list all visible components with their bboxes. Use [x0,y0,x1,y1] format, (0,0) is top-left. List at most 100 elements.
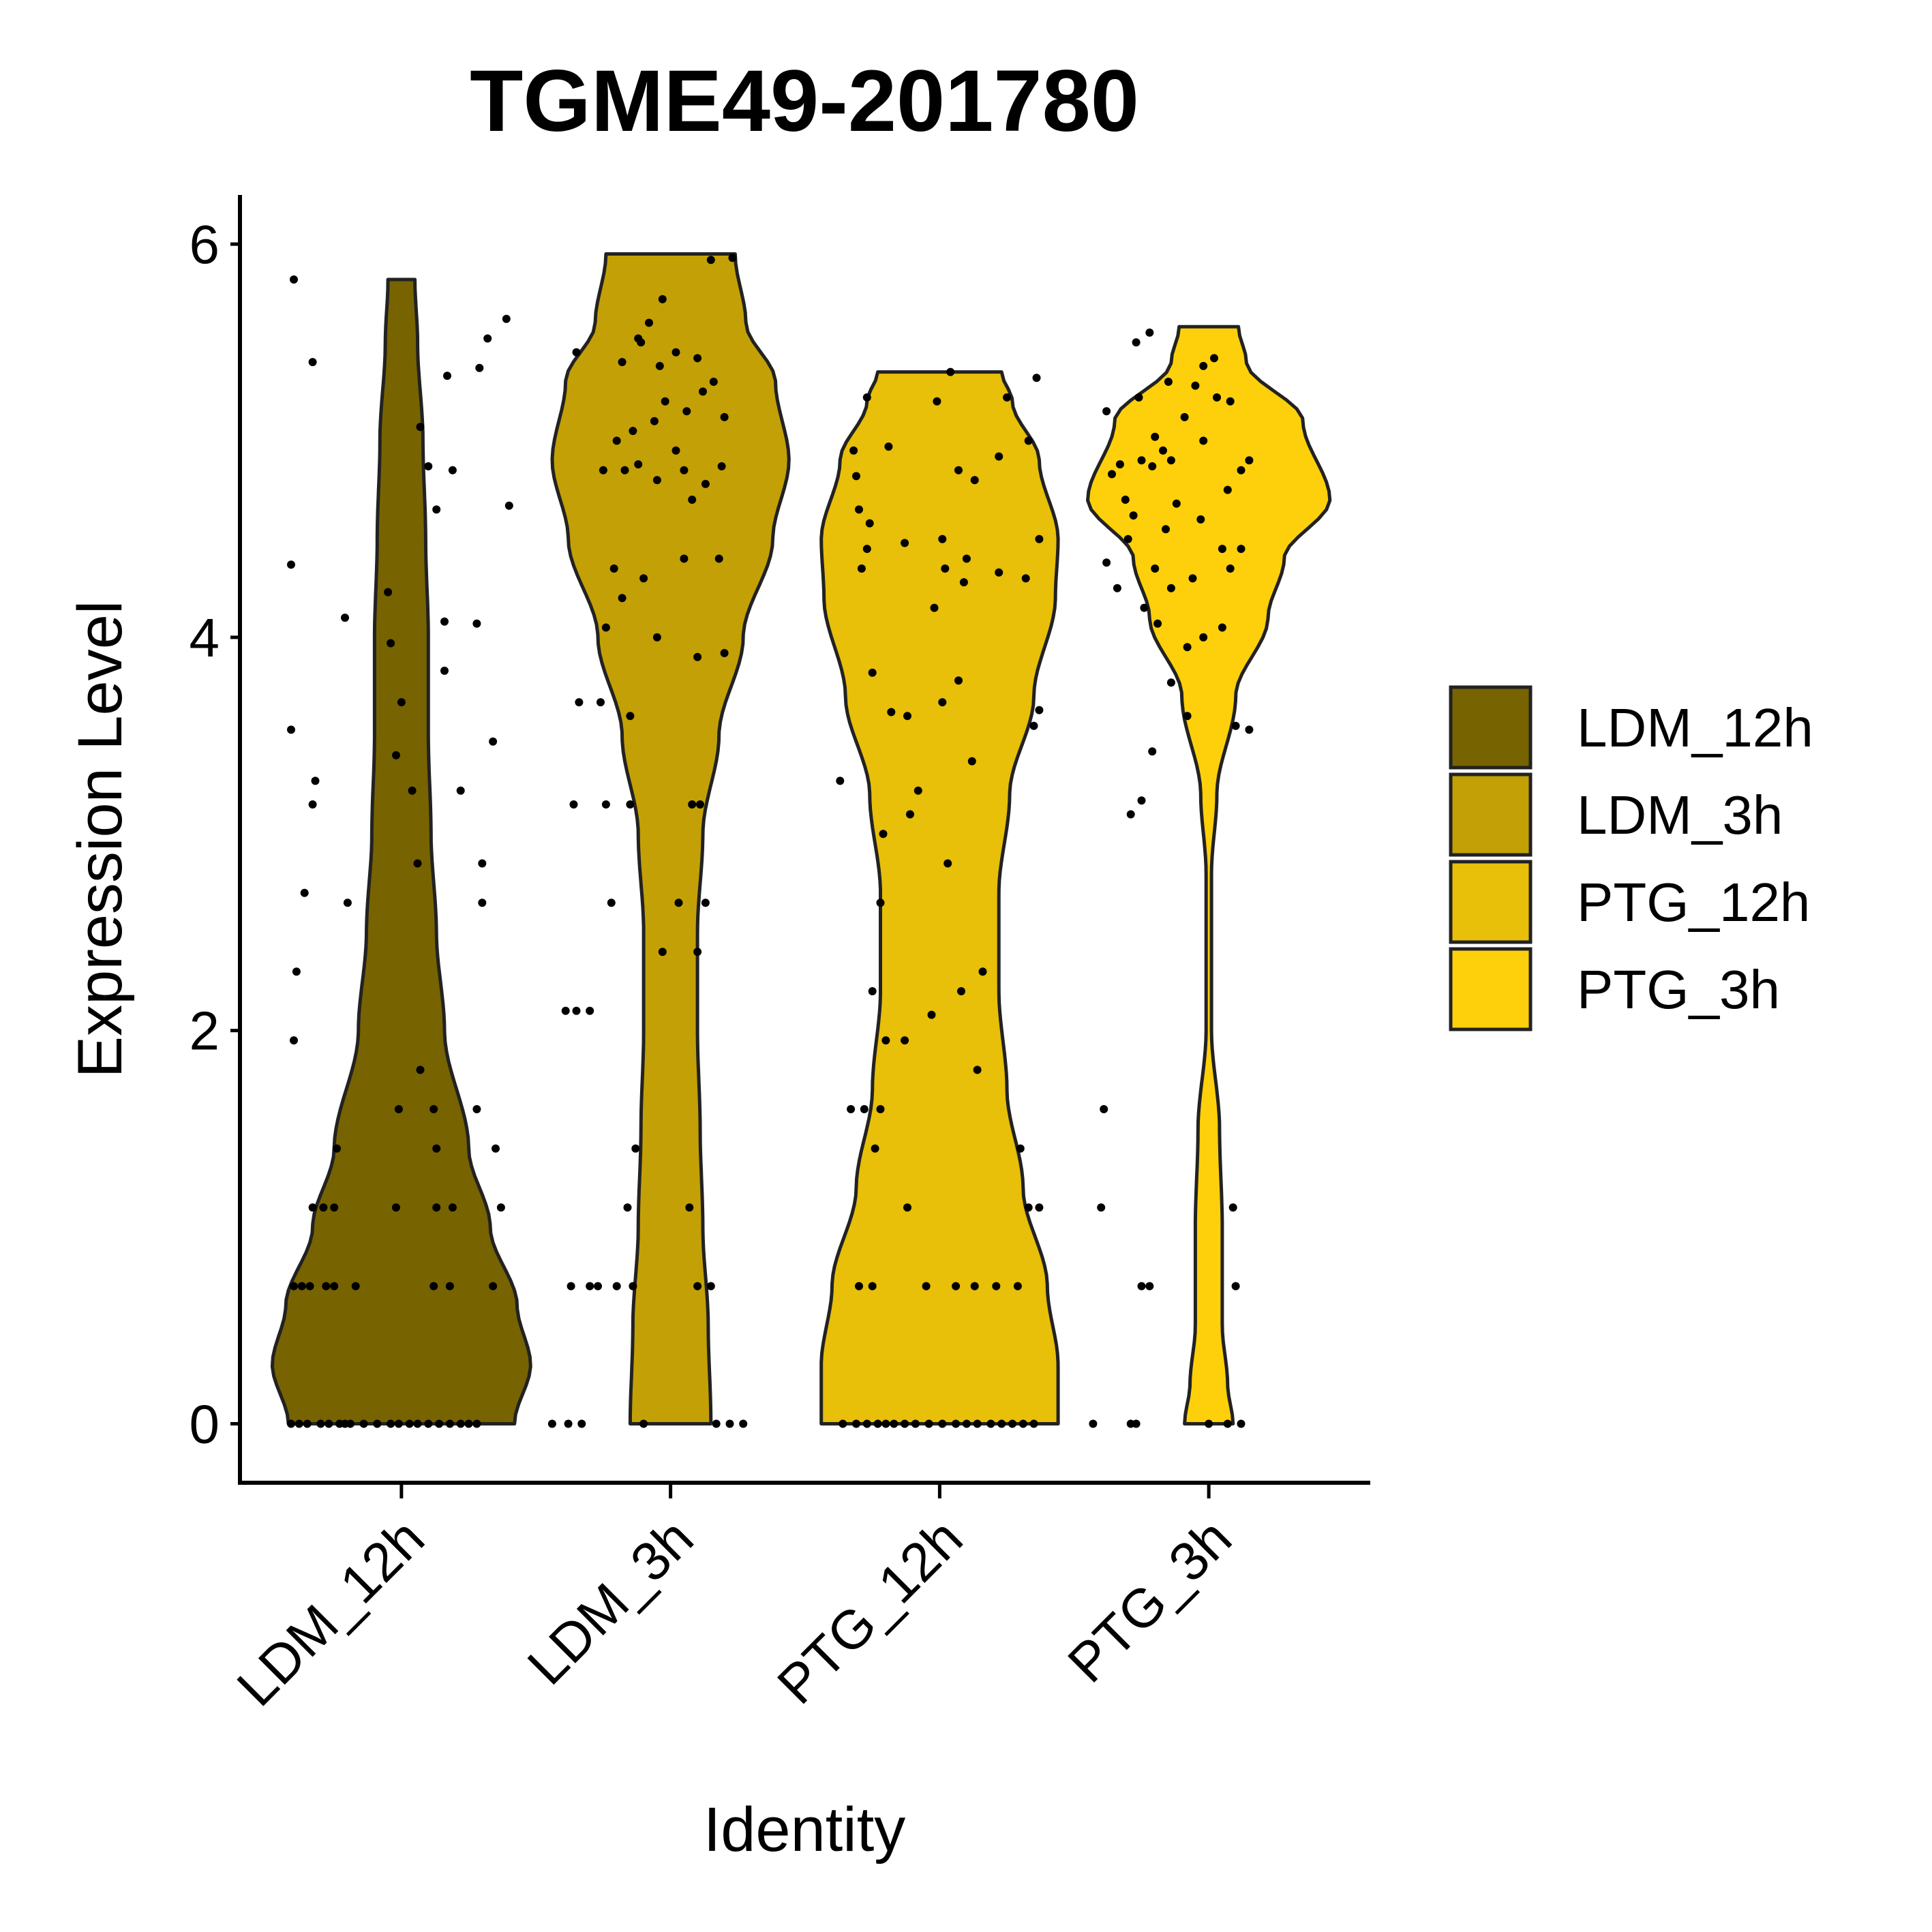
point-LDM_3h-54 [682,407,691,416]
point-LDM_12h-13 [413,1419,422,1428]
point-PTG_12h-42 [944,859,952,868]
point-LDM_3h-41 [714,554,723,563]
legend-label-PTG_3h: PTG_3h [1577,959,1780,1020]
point-LDM_3h-69 [680,466,689,474]
point-PTG_3h-48 [1199,436,1208,445]
point-LDM_12h-51 [478,899,487,907]
point-LDM_3h-38 [609,564,618,573]
point-PTG_3h-14 [1148,747,1157,756]
point-PTG_12h-3 [873,1419,882,1428]
point-PTG_3h-40 [1121,496,1130,504]
point-LDM_12h-10 [387,1419,395,1428]
points-layer [287,254,1254,1428]
point-LDM_3h-63 [645,318,653,327]
point-PTG_12h-12 [973,1419,982,1428]
point-LDM_12h-20 [290,1282,298,1290]
point-LDM_12h-35 [496,1203,505,1212]
point-PTG_12h-73 [1024,436,1033,445]
point-PTG_3h-56 [1134,393,1143,402]
point-LDM_3h-60 [655,361,664,370]
point-LDM_3h-44 [634,460,643,469]
point-LDM_12h-7 [346,1419,354,1428]
point-PTG_3h-16 [1231,721,1240,730]
y-tick-label-4: 4 [190,607,220,668]
point-LDM_12h-50 [478,859,487,868]
point-PTG_3h-41 [1108,470,1116,479]
point-PTG_12h-32 [876,1105,885,1113]
point-LDM_12h-46 [308,800,317,809]
violins-layer [270,252,1332,1425]
point-LDM_3h-66 [728,254,737,262]
point-PTG_3h-11 [1100,1105,1108,1113]
point-PTG_3h-39 [1245,456,1254,465]
point-LDM_12h-52 [456,786,465,795]
point-PTG_3h-22 [1199,633,1208,642]
point-LDM_12h-44 [292,967,301,976]
legend: LDM_12h LDM_3h PTG_12h PTG_3h [1449,685,1813,1031]
point-PTG_12h-36 [957,987,965,995]
point-LDM_12h-38 [492,1144,500,1153]
point-LDM_12h-8 [359,1419,368,1428]
point-PTG_3h-27 [1226,564,1235,573]
point-PTG_3h-33 [1172,499,1181,508]
point-PTG_12h-9 [938,1419,947,1428]
point-LDM_3h-35 [601,623,610,632]
y-tick-label-0: 0 [190,1393,220,1454]
violin-PTG_3h [1086,324,1332,1425]
point-PTG_12h-54 [959,578,968,587]
point-PTG_12h-33 [973,1066,982,1074]
point-LDM_12h-36 [333,1144,342,1153]
point-PTG_3h-28 [1102,558,1111,567]
x-tick-label-PTG_12h: PTG_12h [766,1507,973,1715]
point-PTG_12h-72 [995,452,1003,461]
point-PTG_12h-35 [901,1036,909,1045]
point-LDM_3h-39 [639,574,648,583]
point-PTG_12h-53 [868,668,877,677]
point-LDM_12h-67 [424,462,433,470]
point-PTG_12h-29 [1016,1144,1025,1153]
point-PTG_3h-3 [1205,1419,1213,1428]
point-LDM_3h-62 [693,354,702,363]
point-LDM_12h-32 [392,1203,400,1212]
point-LDM_3h-34 [720,649,729,657]
point-PTG_12h-17 [1029,1419,1038,1428]
point-LDM_12h-43 [290,1036,298,1045]
legend-swatch-PTG_3h [1449,947,1533,1031]
point-LDM_12h-69 [416,423,425,432]
point-PTG_12h-15 [1008,1419,1016,1428]
point-PTG_3h-52 [1191,381,1200,390]
chart-title: TGME49-201780 [470,52,1139,150]
point-PTG_12h-18 [855,1282,863,1290]
point-PTG_12h-27 [1035,1203,1044,1212]
point-PTG_3h-5 [1237,1419,1246,1428]
point-LDM_3h-1 [564,1419,573,1428]
point-LDM_3h-25 [569,800,578,809]
point-LDM_12h-42 [416,1066,425,1074]
point-PTG_12h-6 [901,1419,909,1428]
point-LDM_3h-43 [620,466,629,474]
point-PTG_12h-59 [995,568,1003,577]
point-LDM_12h-73 [483,334,492,343]
point-LDM_12h-28 [489,1282,498,1290]
point-LDM_3h-14 [623,1203,632,1212]
point-PTG_3h-2 [1132,1419,1141,1428]
point-PTG_12h-38 [927,1010,936,1019]
point-LDM_3h-56 [709,378,718,386]
point-PTG_12h-21 [952,1282,961,1290]
violin-LDM_12h [270,277,532,1425]
point-PTG_12h-5 [890,1419,899,1428]
point-PTG_3h-10 [1228,1203,1237,1212]
point-LDM_3h-57 [720,412,729,421]
point-LDM_3h-36 [618,594,627,603]
point-PTG_3h-43 [1137,456,1146,465]
point-PTG_3h-0 [1089,1419,1098,1428]
point-LDM_12h-54 [392,751,400,759]
point-LDM_12h-47 [311,776,320,785]
point-PTG_12h-74 [862,393,871,402]
point-LDM_12h-2 [303,1419,312,1428]
point-LDM_12h-68 [448,466,457,474]
point-LDM_12h-74 [502,314,511,323]
point-LDM_3h-4 [712,1419,721,1428]
point-PTG_12h-25 [903,1203,911,1212]
point-LDM_12h-15 [435,1419,444,1428]
